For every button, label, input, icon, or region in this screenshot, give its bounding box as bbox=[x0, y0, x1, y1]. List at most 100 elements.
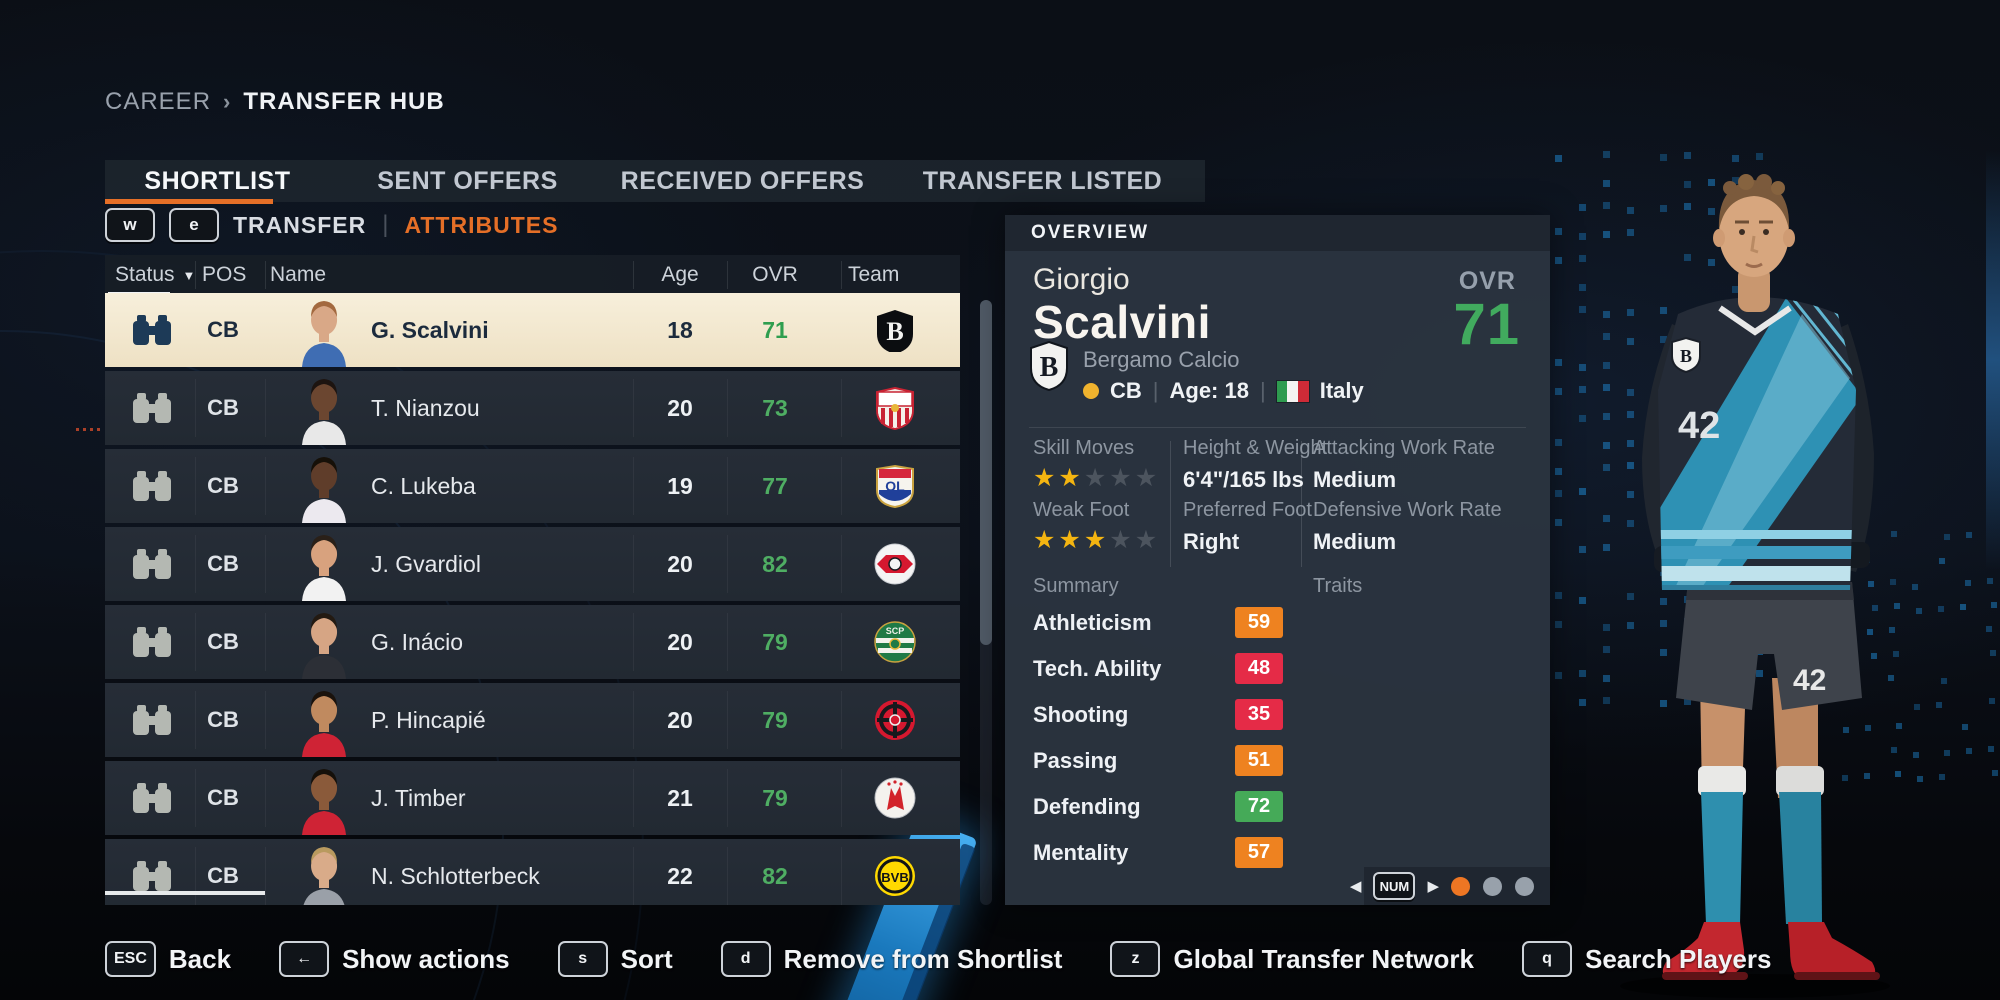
pager-next-icon[interactable]: ▶ bbox=[1427, 878, 1439, 895]
svg-text:B: B bbox=[1040, 352, 1059, 383]
row-age: 19 bbox=[667, 472, 693, 499]
table-row-p-hincapi[interactable]: CB P. Hincapié 20 79 bbox=[105, 683, 960, 757]
tab-label: RECEIVED OFFERS bbox=[620, 166, 865, 195]
sort-descending-icon: ▼ bbox=[182, 267, 196, 283]
breadcrumb: CAREER › TRANSFER HUB bbox=[105, 88, 445, 116]
player-3d-model: 42 bbox=[1550, 138, 1990, 1000]
column-header-ovr[interactable]: OVR bbox=[752, 263, 798, 286]
key-s: s bbox=[557, 941, 608, 977]
row-player-photo bbox=[294, 453, 354, 523]
table-row-t-nianzou[interactable]: CB T. Nianzou 20 73 bbox=[105, 371, 960, 445]
stat-athleticism: Athleticism 59 bbox=[1033, 607, 1513, 639]
shortlisted-status-icon bbox=[129, 860, 175, 892]
background-dot-pattern bbox=[1548, 150, 1768, 710]
table-scrollbar-track[interactable] bbox=[980, 300, 992, 905]
row-ovr: 82 bbox=[762, 550, 788, 577]
row-player-photo bbox=[294, 375, 354, 445]
action-global-transfer-network[interactable]: z Global Transfer Network bbox=[1110, 941, 1474, 977]
player-photo bbox=[302, 769, 346, 835]
row-player-photo bbox=[294, 609, 354, 679]
stat-value-badge: 57 bbox=[1235, 837, 1283, 868]
table-row-n-schlotterbeck[interactable]: CB N. Schlotterbeck 22 82 BVB bbox=[105, 839, 960, 905]
action-back[interactable]: ESC Back bbox=[105, 941, 231, 977]
team-badge-ajax bbox=[873, 776, 917, 820]
tab-received-offers[interactable]: RECEIVED OFFERS bbox=[605, 160, 880, 202]
view-attributes[interactable]: ATTRIBUTES bbox=[404, 211, 559, 238]
pager-dot-2[interactable] bbox=[1483, 876, 1502, 896]
attribute-height-weight: Height & Weight 6'4"/165 lbs bbox=[1183, 437, 1328, 492]
breadcrumb-separator: › bbox=[223, 89, 232, 114]
team-badge-sporting: SCP bbox=[873, 620, 917, 664]
row-position: CB bbox=[207, 785, 239, 810]
row-player-photo bbox=[294, 843, 354, 905]
table-row-j-gvardiol[interactable]: CB J. Gvardiol 20 82 bbox=[105, 527, 960, 601]
shortlisted-status-icon bbox=[129, 782, 175, 814]
row-ovr: 82 bbox=[762, 862, 788, 889]
row-age: 20 bbox=[667, 628, 693, 655]
player-torso: B 42 bbox=[1658, 297, 1856, 590]
action-remove-from-shortlist[interactable]: d Remove from Shortlist bbox=[720, 941, 1062, 977]
shortlisted-status-icon bbox=[129, 626, 175, 658]
binoculars-icon bbox=[133, 315, 171, 345]
stat-passing: Passing 51 bbox=[1033, 745, 1513, 777]
shortlisted-status-icon bbox=[129, 314, 175, 346]
traits-tab[interactable]: Traits bbox=[1313, 575, 1363, 597]
row-ovr: 77 bbox=[762, 472, 788, 499]
star-rating: ★★★★★ bbox=[1033, 464, 1161, 492]
table-scrollbar-thumb[interactable] bbox=[980, 300, 992, 645]
row-player-name: G. Scalvini bbox=[371, 316, 489, 343]
column-header-name[interactable]: Name bbox=[270, 263, 327, 286]
row-player-photo bbox=[294, 297, 354, 367]
row-player-name: J. Gvardiol bbox=[371, 550, 481, 577]
table-row-c-lukeba[interactable]: CB C. Lukeba 19 77 OL bbox=[105, 449, 960, 523]
column-header-age[interactable]: Age bbox=[661, 263, 699, 286]
pager-dot-1[interactable] bbox=[1451, 876, 1470, 896]
tab-sent-offers[interactable]: SENT OFFERS bbox=[330, 160, 605, 202]
team-badge-leipzig bbox=[873, 542, 917, 586]
view-transfer[interactable]: TRANSFER bbox=[233, 211, 367, 238]
binoculars-icon bbox=[133, 861, 171, 891]
background-ticks bbox=[76, 428, 104, 431]
panel-divider bbox=[1029, 427, 1526, 428]
attribute-skill-moves: Skill Moves ★★★★★ bbox=[1033, 437, 1161, 492]
action-show-actions[interactable]: ← Show actions bbox=[279, 941, 510, 977]
pager-num-key[interactable]: NUM bbox=[1373, 872, 1416, 900]
club-name: Bergamo Calcio bbox=[1083, 347, 1240, 372]
action-search-players[interactable]: q Search Players bbox=[1522, 941, 1771, 977]
chest-number: 42 bbox=[1678, 405, 1720, 447]
player-photo bbox=[302, 301, 346, 367]
stat-value-badge: 35 bbox=[1235, 699, 1283, 730]
key-e[interactable]: e bbox=[169, 208, 219, 242]
column-header-status[interactable]: Status ▼ bbox=[115, 255, 195, 295]
row-player-name: C. Lukeba bbox=[371, 472, 476, 499]
table-row-g-scalvini[interactable]: CB G. Scalvini 18 71 B bbox=[105, 293, 960, 367]
player-photo bbox=[303, 847, 345, 905]
summary-tab[interactable]: Summary bbox=[1033, 575, 1119, 597]
column-header-pos[interactable]: POS bbox=[202, 263, 247, 286]
shortlist-table: CB G. Scalvini 18 71 B CB T. Nianzou 20 73 C… bbox=[105, 293, 960, 905]
tab-label: SHORTLIST bbox=[144, 166, 291, 195]
team-badge-leverkusen bbox=[873, 698, 917, 742]
overview-panel-header: OVERVIEW bbox=[1005, 215, 1550, 251]
pager-dot-3[interactable] bbox=[1515, 876, 1534, 896]
tab-shortlist[interactable]: SHORTLIST bbox=[105, 160, 330, 204]
team-badge-dortmund: BVB bbox=[873, 854, 917, 898]
player-head bbox=[1713, 174, 1795, 312]
action-sort[interactable]: s Sort bbox=[557, 941, 673, 977]
tab-transfer-listed[interactable]: TRANSFER LISTED bbox=[880, 160, 1205, 202]
player-meta-row: CB | Age: 18 | Italy bbox=[1083, 377, 1364, 405]
key-w[interactable]: w bbox=[105, 208, 155, 242]
breadcrumb-parent[interactable]: CAREER bbox=[105, 88, 212, 115]
pager-prev-icon[interactable]: ◀ bbox=[1349, 878, 1362, 895]
stat-value-badge: 72 bbox=[1235, 791, 1283, 822]
table-row-g-in-cio[interactable]: CB G. Inácio 20 79 SCP bbox=[105, 605, 960, 679]
row-position: CB bbox=[207, 551, 239, 576]
row-age: 18 bbox=[667, 316, 693, 343]
tab-label: TRANSFER LISTED bbox=[922, 166, 1163, 195]
row-ovr: 73 bbox=[762, 394, 788, 421]
scroll-bottom-indicator bbox=[105, 891, 265, 895]
row-position: CB bbox=[207, 707, 239, 732]
row-player-name: P. Hincapié bbox=[371, 706, 486, 733]
column-header-team[interactable]: Team bbox=[848, 263, 900, 286]
table-row-j-timber[interactable]: CB J. Timber 21 79 bbox=[105, 761, 960, 835]
